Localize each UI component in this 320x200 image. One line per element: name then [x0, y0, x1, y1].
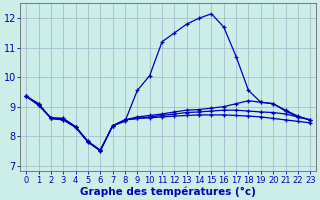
X-axis label: Graphe des températures (°c): Graphe des températures (°c): [80, 186, 256, 197]
